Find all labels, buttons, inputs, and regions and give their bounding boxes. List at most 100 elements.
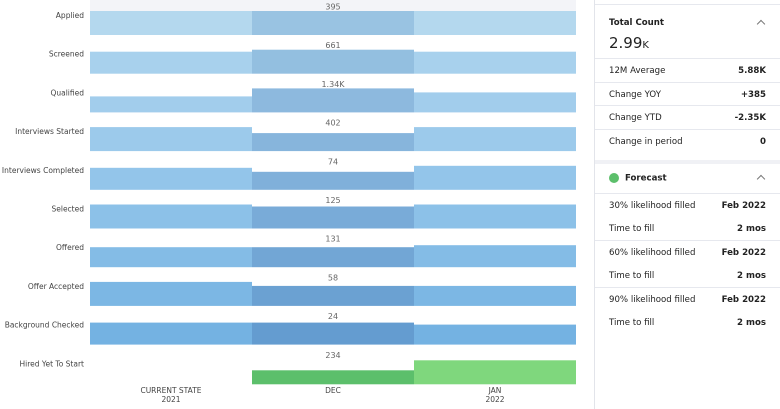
funnel-bar <box>90 322 252 345</box>
funnel-bar <box>252 11 414 35</box>
title: Total Count <box>609 18 665 28</box>
stat-row: Change in period 0 <box>609 132 766 152</box>
funnel-bar <box>414 127 576 152</box>
stat-row: Change YTD -2.35K <box>609 108 766 128</box>
forecast-row: Time to fill 2 mos <box>609 219 766 239</box>
dec-value: 395 <box>325 3 340 12</box>
funnel-bar <box>90 96 252 113</box>
forecast-label: Time to fill <box>609 318 655 328</box>
funnel-bar <box>414 285 576 306</box>
dec-value: 125 <box>325 196 340 205</box>
funnel-bar <box>414 360 576 385</box>
separator <box>595 105 780 106</box>
stat-row: 12M Average 5.88K <box>609 61 766 81</box>
forecast-value: Feb 2022 <box>721 201 766 211</box>
forecast-row: 30% likelihood filled Feb 2022 <box>609 196 766 216</box>
forecast-title: Forecast <box>625 173 667 184</box>
stat-label: 12M Average <box>609 66 666 76</box>
funnel-bar <box>90 127 252 152</box>
column-label: CURRENT STATE <box>140 386 201 395</box>
stat-value: -2.35K <box>734 113 766 123</box>
stage-label: Offer Accepted <box>28 282 84 291</box>
funnel-bar <box>252 322 414 345</box>
dec-value: 24 <box>328 312 338 321</box>
forecast-label: Time to fill <box>609 224 655 235</box>
stat-value: 0 <box>760 136 766 147</box>
funnel-bar <box>90 11 252 35</box>
column-label: DEC <box>325 386 341 395</box>
funnel-bar <box>414 51 576 74</box>
forecast-row: 60% likelihood filled Feb 2022 <box>609 243 766 263</box>
forecast-row: Time to fill 2 mos <box>609 266 766 286</box>
forecast-title-wrap: Forecast <box>609 172 667 184</box>
stage-label: Qualified <box>50 88 84 97</box>
dec-value: 1.34K <box>321 80 345 89</box>
forecast-value: Feb 2022 <box>721 294 766 305</box>
funnel-bar <box>252 247 414 268</box>
stage-label: Hired Yet To Start <box>19 359 84 368</box>
column-label: JAN <box>488 386 502 395</box>
check-icon <box>609 172 619 183</box>
forecast-label: 90% likelihood filled <box>609 294 696 305</box>
stat-label: Change YTD <box>609 113 662 123</box>
forecast-label: Time to fill <box>609 271 655 282</box>
funnel-bar <box>90 281 252 306</box>
separator <box>595 81 780 83</box>
stat-row: Change YOY +385 <box>609 85 766 105</box>
forecast-value: 2 mos <box>737 224 766 235</box>
stage-label: Interviews Completed <box>2 166 84 175</box>
stage-label: Screened <box>49 50 84 59</box>
funnel-bar <box>90 247 252 268</box>
stage-label: Applied <box>56 11 84 20</box>
dec-value: 58 <box>328 273 338 282</box>
stage-label: Interviews Started <box>15 127 84 136</box>
dec-value: 402 <box>325 119 340 128</box>
dec-value: 74 <box>328 157 338 166</box>
side-panel: Total Count 2.99K 12M Average 5.88K Change… <box>594 0 780 409</box>
funnel-bar <box>252 133 414 152</box>
forecast-label: 60% likelihood filled <box>609 247 696 258</box>
dec-value: 131 <box>325 235 340 244</box>
column-sub: 2022 <box>485 395 504 404</box>
funnel-bar <box>414 204 576 229</box>
funnel-bar <box>414 245 576 268</box>
top-border <box>595 0 780 5</box>
funnel-bar <box>252 88 414 113</box>
forecast-header[interactable]: Forecast <box>609 168 766 188</box>
funnel-bar <box>252 206 414 229</box>
total-count-value: 2.99K <box>609 34 649 52</box>
section-divider <box>595 160 780 164</box>
funnel-bar <box>252 285 414 306</box>
dec-value: 234 <box>325 351 340 360</box>
header-strip <box>90 0 576 11</box>
stat-value: +385 <box>740 89 766 100</box>
stage-label: Offered <box>56 243 84 252</box>
dec-value: 661 <box>325 41 340 50</box>
separator <box>595 58 780 59</box>
stage-label: Background Checked <box>5 321 85 330</box>
forecast-row: Time to fill 2 mos <box>609 313 766 333</box>
forecast-row: 90% likelihood filled Feb 2022 <box>609 290 766 310</box>
stage-label: Selected <box>51 205 84 214</box>
funnel-bar <box>414 324 576 345</box>
funnel-bar <box>90 167 252 190</box>
value: 2.99 <box>609 34 643 52</box>
separator <box>595 193 780 194</box>
funnel-bar <box>414 11 576 35</box>
funnel-bar <box>90 51 252 74</box>
forecast-value: Feb 2022 <box>721 247 766 258</box>
unit: K <box>642 40 649 51</box>
funnel-bar <box>252 49 414 74</box>
separator <box>595 239 780 241</box>
total-count-header[interactable]: Total Count <box>609 13 766 33</box>
stat-label: Change in period <box>609 136 683 147</box>
forecast-value: 2 mos <box>737 271 766 282</box>
funnel-bar <box>414 92 576 113</box>
funnel-chart: Applied 395 Screened 661 Qualified 1.34K Inter… <box>2 0 576 404</box>
funnel-bar <box>252 370 414 385</box>
funnel-bar <box>414 165 576 190</box>
separator <box>595 128 780 130</box>
forecast-value: 2 mos <box>737 318 766 328</box>
